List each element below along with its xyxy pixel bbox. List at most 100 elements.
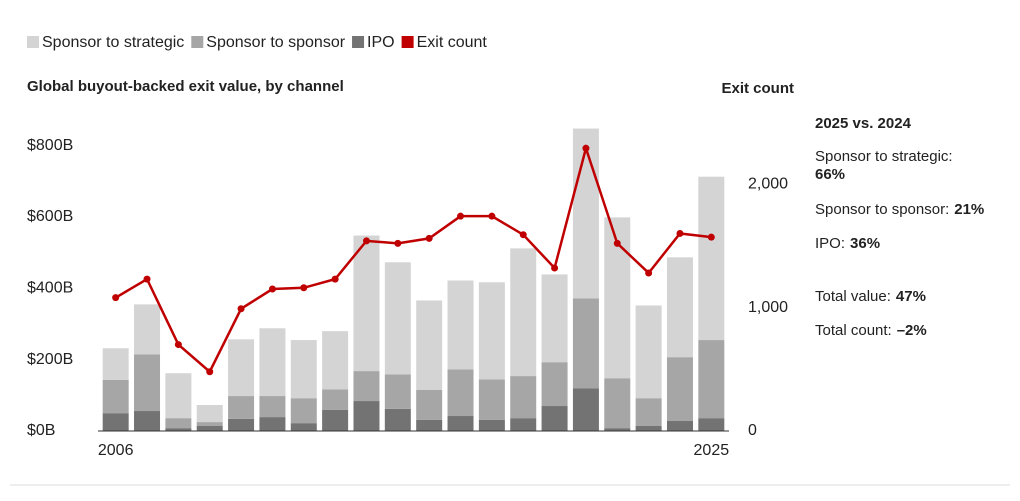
bar-segment: [290, 423, 317, 431]
bar-segment: [510, 248, 537, 377]
bar-segment: [447, 369, 474, 417]
line-point: [268, 285, 276, 293]
legend-label: Sponsor to sponsor: [206, 34, 345, 51]
bar-segment: [102, 413, 129, 431]
bar-segment: [228, 396, 255, 419]
bar-segment: [635, 398, 662, 427]
line-point: [237, 305, 245, 313]
panel-label: Total value:: [815, 288, 891, 305]
bar-segment: [698, 418, 725, 431]
y-tick-label: $400B: [27, 280, 73, 297]
bar-segment: [322, 389, 349, 410]
panel-value: 36%: [850, 235, 880, 252]
bar-segment: [353, 371, 380, 402]
bar-segment: [541, 406, 568, 431]
bar-segment: [416, 419, 443, 431]
bar-segment: [134, 304, 161, 355]
bar-segment: [384, 374, 411, 409]
bar-segment: [196, 422, 223, 427]
bar-segment: [666, 257, 693, 358]
bar-segment: [165, 428, 192, 431]
bar-segment: [228, 418, 255, 431]
panel-label: IPO:: [815, 235, 845, 252]
bar-segment: [572, 388, 599, 431]
legend-label: IPO: [367, 34, 395, 51]
y-tick-label: $600B: [27, 208, 73, 225]
bar-segment: [259, 328, 286, 397]
bar-segment: [478, 282, 505, 380]
bar-segment: [478, 379, 505, 420]
bar-segment: [510, 418, 537, 431]
bar-segment: [541, 274, 568, 363]
bar-segment: [572, 128, 599, 299]
bar-segment: [384, 262, 411, 375]
line-point: [551, 264, 559, 272]
panel-label: Total count:: [815, 322, 892, 339]
bar-segment: [666, 357, 693, 422]
line-point: [206, 368, 214, 376]
bar-segment: [353, 401, 380, 431]
panel-label: Sponsor to strategic:: [815, 148, 953, 165]
bar-segment: [447, 280, 474, 370]
bar-segment: [353, 235, 380, 372]
chart-title: Global buyout-backed exit value, by chan…: [27, 78, 344, 95]
line: [115, 143, 712, 374]
legend-label: Sponsor to strategic: [42, 34, 184, 51]
bar-segment: [604, 428, 631, 431]
panel-value: 66%: [815, 166, 845, 183]
line-point: [676, 229, 684, 237]
bar-segment: [666, 421, 693, 431]
bar-segment: [165, 373, 192, 419]
bar-segment: [604, 378, 631, 429]
panel-value: 47%: [896, 288, 926, 305]
legend-swatch: [191, 36, 204, 48]
bar-segment: [635, 426, 662, 431]
y2-tick-label: 2,000: [748, 175, 788, 192]
line-point: [174, 341, 182, 349]
bar-segment: [384, 408, 411, 431]
line-point: [645, 269, 653, 277]
line-point: [519, 231, 527, 239]
bar-segment: [290, 340, 317, 399]
bar-segment: [416, 300, 443, 390]
line-point: [112, 294, 120, 302]
x-tick-label: 2006: [98, 442, 134, 459]
legend-label: Exit count: [417, 34, 488, 51]
panel-title: 2025 vs. 2024: [815, 115, 912, 132]
bar-segment: [322, 409, 349, 431]
line-point: [143, 275, 151, 283]
bar-segment: [228, 339, 255, 397]
bar-segment: [134, 354, 161, 412]
legend-swatch: [27, 36, 39, 48]
line-point: [394, 239, 402, 247]
bar-segment: [698, 340, 725, 419]
y2-title: Exit count: [721, 80, 794, 97]
bar-segment: [259, 417, 286, 431]
bar-segment: [165, 418, 192, 429]
line-point: [582, 144, 590, 152]
line-point: [300, 284, 308, 292]
line-point: [488, 212, 496, 220]
panel-label: Sponsor to sponsor:: [815, 201, 949, 218]
y-tick-label: $800B: [27, 137, 73, 154]
bar-segment: [102, 348, 129, 380]
line-point: [613, 239, 621, 247]
x-tick-label: 2025: [694, 442, 730, 459]
legend-item: Exit count: [401, 34, 488, 51]
legend-swatch: [401, 36, 414, 48]
legend-swatch: [352, 36, 365, 48]
bar-segment: [698, 176, 725, 341]
bar-segment: [259, 396, 286, 418]
bar-segment: [196, 404, 223, 423]
line-point: [457, 212, 465, 220]
legend-item: IPO: [352, 34, 395, 51]
y2-tick-label: 1,000: [748, 299, 788, 316]
bar-segment: [447, 416, 474, 431]
line-point: [362, 237, 370, 245]
legend-item: Sponsor to strategic: [27, 34, 184, 51]
bar-segment: [510, 376, 537, 419]
bar-segment: [196, 426, 223, 431]
line-point: [425, 234, 433, 242]
panel-value: –2%: [897, 322, 927, 339]
